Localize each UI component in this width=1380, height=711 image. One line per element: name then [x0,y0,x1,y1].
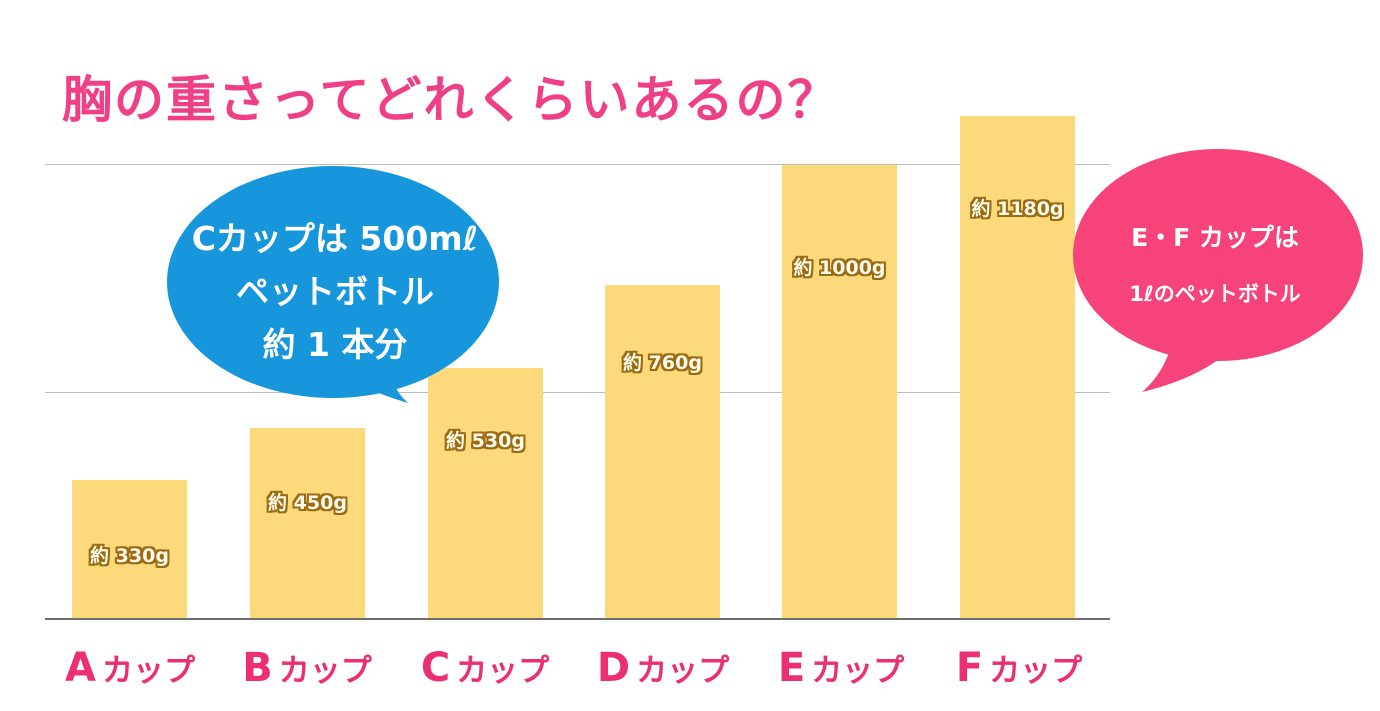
cup-suffix: カップ [278,653,372,689]
pink-speech-bubble [1073,149,1363,392]
bar-value-label: 約 1000g [793,257,886,279]
blue-bubble-text: Cカップは 500mℓ ペットボトル 約 1 本分 [170,212,500,371]
pink-bubble-line-2: 1ℓのペットボトル [1129,282,1301,306]
cup-letter: F [955,645,984,691]
blue-bubble-line-2: ペットボトル [236,272,434,311]
cup-suffix: カップ [456,653,550,689]
x-label-c-cup: C カップ [400,645,570,691]
blue-bubble-line-3: 約 1 本分 [262,325,408,364]
cup-suffix: カップ [989,653,1083,689]
blue-bubble-line-1: Cカップは 500mℓ [191,219,479,258]
bar-c-cup: 約 530g [428,368,543,619]
cup-letter: D [596,645,631,691]
pink-bubble-text: E・F カップは 1ℓのペットボトル [1080,210,1350,322]
bar-f-cup: 約 1180g [960,116,1075,619]
bar-value-label: 約 1180g [971,198,1064,220]
x-label-b-cup: B カップ [222,645,392,691]
bar-b-cup: 約 450g [250,428,365,619]
cup-suffix: カップ [811,653,905,689]
bar-value-label: 約 450g [268,492,347,514]
cup-suffix: カップ [101,653,195,689]
cup-letter: A [65,645,96,691]
bar-value-label: 約 530g [446,430,525,452]
x-label-a-cup: A カップ [45,645,215,691]
bar-d-cup: 約 760g [605,285,720,619]
x-label-e-cup: E カップ [756,645,926,691]
bar-a-cup: 約 330g [72,480,187,619]
pink-bubble-line-1: E・F カップは [1131,223,1299,252]
blue-speech-bubble [167,166,499,403]
x-label-d-cup: D カップ [578,645,748,691]
x-label-f-cup: F カップ [934,645,1104,691]
bar-e-cup: 約 1000g [782,165,897,619]
gridline-middle [45,392,1110,393]
cup-letter: E [777,645,806,691]
cup-suffix: カップ [636,653,730,689]
cup-letter: B [242,645,273,691]
gridline-upper [45,164,1110,165]
bar-value-label: 約 330g [90,545,169,567]
chart-title: 胸の重さってどれくらいあるの？ [62,71,840,129]
x-axis-baseline [45,618,1110,620]
bar-value-label: 約 760g [623,352,702,374]
cup-letter: C [420,645,451,691]
